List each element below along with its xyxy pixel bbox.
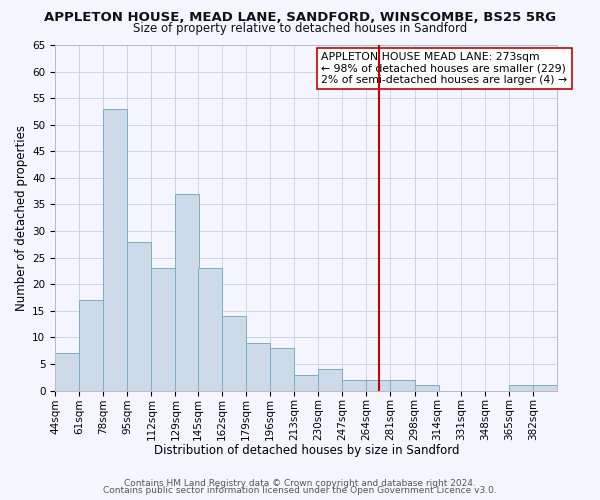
Bar (391, 380, 415, 390)
Bar (79, 300, 103, 390)
Bar (198, 268, 222, 390)
Bar (246, 342, 270, 390)
Bar (533, 386, 557, 390)
Bar (509, 386, 533, 390)
Text: Contains HM Land Registry data © Crown copyright and database right 2024.: Contains HM Land Registry data © Crown c… (124, 478, 476, 488)
Bar (175, 194, 199, 390)
Bar (343, 380, 367, 390)
Text: Size of property relative to detached houses in Sandford: Size of property relative to detached ho… (133, 22, 467, 35)
Text: APPLETON HOUSE MEAD LANE: 273sqm
← 98% of detached houses are smaller (229)
2% o: APPLETON HOUSE MEAD LANE: 273sqm ← 98% o… (322, 52, 568, 85)
Bar (103, 109, 127, 390)
Bar (55, 354, 79, 391)
X-axis label: Distribution of detached houses by size in Sandford: Distribution of detached houses by size … (154, 444, 459, 458)
Bar (222, 316, 246, 390)
Bar (127, 242, 151, 390)
Bar (367, 380, 391, 390)
Text: Contains public sector information licensed under the Open Government Licence v3: Contains public sector information licen… (103, 486, 497, 495)
Bar (270, 348, 294, 391)
Text: APPLETON HOUSE, MEAD LANE, SANDFORD, WINSCOMBE, BS25 5RG: APPLETON HOUSE, MEAD LANE, SANDFORD, WIN… (44, 11, 556, 24)
Bar (415, 386, 439, 390)
Bar (294, 374, 319, 390)
Bar (151, 268, 175, 390)
Bar (319, 370, 343, 390)
Y-axis label: Number of detached properties: Number of detached properties (15, 125, 28, 311)
